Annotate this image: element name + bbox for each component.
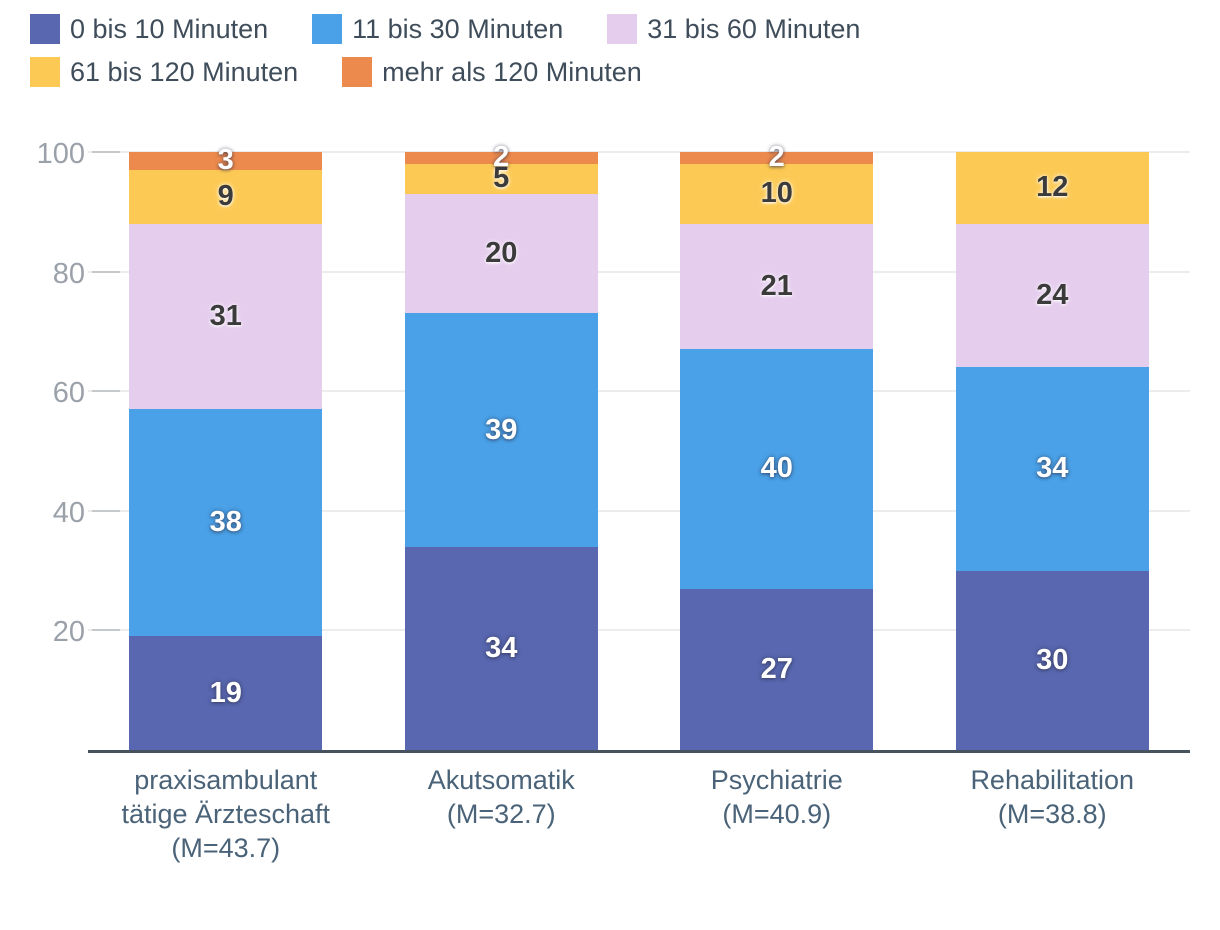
y-axis-label: 100: [36, 138, 85, 170]
legend-swatch-icon: [607, 14, 638, 44]
bar-segment-61-bis-120-minuten: 5: [404, 162, 598, 195]
x-axis-label-line: (M=40.9): [722, 799, 832, 829]
legend-label: 0 bis 10 Minuten: [70, 14, 269, 44]
bar-segment-mehr-als-120-minuten: 2: [404, 141, 598, 173]
bar-column-psychiatrie: 27 40 21 10 2: [680, 0, 874, 750]
bar-value-label: 24: [1036, 279, 1069, 311]
bar-segment-11-bis-30-minuten: 34: [955, 367, 1149, 571]
y-axis-label: 40: [52, 496, 85, 529]
bar-value-label: 2: [493, 141, 510, 174]
legend-item-61-bis-120-minuten: 61 bis 120 Minuten: [30, 57, 298, 87]
legend-item-11-bis-30-minuten: 11 bis 30 Minuten: [312, 14, 563, 44]
gridline: [88, 509, 1190, 512]
legend-swatch-icon: [342, 57, 373, 87]
bar-value-label: 21: [760, 270, 793, 303]
bar-value-label: 39: [485, 413, 518, 446]
x-axis-label-rehabilitation: Rehabilitation (M=38.8): [915, 763, 1191, 831]
legend-label: 31 bis 60 Minuten: [647, 14, 861, 44]
bar-segment-mehr-als-120-minuten: 3: [129, 144, 323, 176]
bar-column-praxisambulant-t-tige-rzteschaft: 19 38 31 9 3: [129, 0, 323, 750]
bar-value-label: 19: [209, 676, 242, 709]
bar-value-label: 10: [760, 177, 793, 210]
x-axis-label-akutsomatik: Akutsomatik (M=32.7): [364, 763, 640, 831]
legend-swatch-icon: [312, 14, 343, 44]
x-axis-line: [88, 750, 1190, 753]
bar-value-label: 30: [1036, 643, 1069, 676]
bar-segment-61-bis-120-minuten: 10: [680, 163, 874, 224]
bar-segment-61-bis-120-minuten: 12: [955, 152, 1149, 224]
bar-segment-31-bis-60-minuten: 21: [680, 223, 874, 350]
x-axis-label-line: (M=32.7): [446, 799, 556, 829]
gridline: [88, 151, 1190, 153]
x-axis-label-line: (M=38.8): [997, 799, 1107, 829]
bar-value-label: 9: [217, 180, 234, 213]
bar-value-label: 31: [209, 299, 242, 332]
bar-column-rehabilitation: 30 34 24 12: [955, 0, 1149, 750]
bar-value-label: 38: [209, 506, 242, 539]
bar-value-label: 5: [493, 162, 510, 195]
y-axis-label: 20: [52, 616, 85, 649]
bar-segment-11-bis-30-minuten: 38: [129, 409, 323, 637]
bar-segment-31-bis-60-minuten: 20: [404, 193, 598, 314]
x-axis-label-line: (M=43.7): [171, 833, 281, 863]
x-axis-label-line: Psychiatrie: [710, 765, 843, 795]
gridline: [88, 270, 1190, 273]
chart-legend: 0 bis 10 Minuten 11 bis 30 Minuten 31 bis …: [30, 14, 1205, 87]
bar-value-label: 12: [1036, 171, 1069, 204]
y-axis-label: 80: [52, 257, 85, 290]
bar-segment-0-bis-10-minuten: 19: [129, 636, 323, 750]
legend-label: mehr als 120 Minuten: [382, 57, 642, 87]
x-axis-label-line: praxisambulant: [134, 765, 318, 795]
gridline: [88, 390, 1190, 393]
bar-segment-0-bis-10-minuten: 34: [404, 546, 598, 750]
x-axis-label-psychiatrie: Psychiatrie (M=40.9): [639, 763, 915, 831]
bar-value-label: 40: [760, 452, 793, 485]
legend-label: 11 bis 30 Minuten: [352, 14, 564, 44]
bar-value-label: 20: [485, 237, 518, 270]
y-axis-label: 60: [52, 377, 85, 410]
y-tick: [92, 629, 120, 632]
bar-value-label: 2: [768, 141, 785, 174]
bar-segment-0-bis-10-minuten: 30: [955, 570, 1149, 750]
y-tick: [92, 270, 120, 273]
bar-segment-61-bis-120-minuten: 9: [129, 169, 323, 224]
y-tick: [92, 390, 120, 393]
bar-segment-31-bis-60-minuten: 24: [955, 223, 1149, 368]
legend-swatch-icon: [30, 57, 60, 87]
bar-value-label: 3: [217, 144, 234, 177]
bar-column-akutsomatik: 34 39 20 5 2: [404, 0, 598, 750]
legend-swatch-icon: [30, 14, 60, 44]
legend-item-31-bis-60-minuten: 31 bis 60 Minuten: [607, 14, 860, 44]
bar-segment-11-bis-30-minuten: 40: [680, 349, 874, 589]
gridline: [88, 629, 1190, 632]
y-tick: [92, 509, 120, 512]
x-axis-label-line: Rehabilitation: [970, 765, 1135, 795]
bar-segment-11-bis-30-minuten: 39: [404, 313, 598, 547]
legend-item-mehr-als-120-minuten: mehr als 120 Minuten: [342, 57, 642, 87]
bar-segment-0-bis-10-minuten: 27: [680, 588, 874, 750]
bar-value-label: 34: [1036, 452, 1069, 485]
legend-item-0-bis-10-minuten: 0 bis 10 Minuten: [30, 14, 268, 44]
x-axis-label-line: Akutsomatik: [427, 765, 575, 795]
bar-segment-31-bis-60-minuten: 31: [129, 223, 323, 410]
bar-value-label: 34: [485, 631, 518, 664]
bar-value-label: 27: [760, 652, 793, 685]
bar-segment-mehr-als-120-minuten: 2: [680, 141, 874, 173]
y-tick: [92, 151, 120, 153]
x-axis-label-line: tätige Ärzteschaft: [121, 799, 331, 829]
x-axis-label-praxisambulant-t-tige-rzteschaft: praxisambulant tätige Ärzteschaft (M=43.7): [88, 763, 364, 865]
legend-label: 61 bis 120 Minuten: [70, 57, 299, 87]
